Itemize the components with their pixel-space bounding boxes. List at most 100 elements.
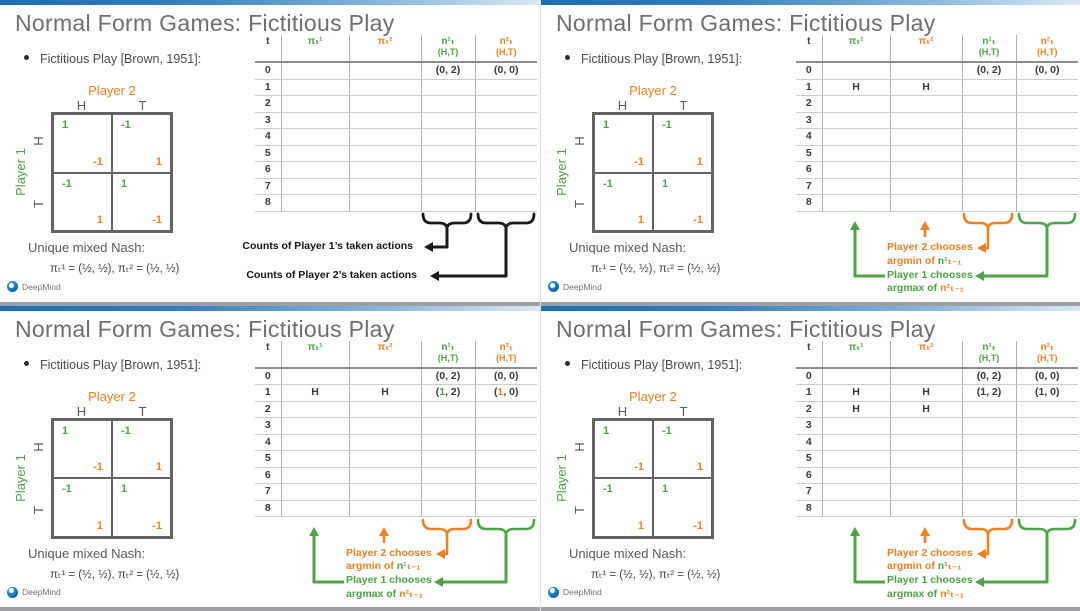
table-row: 3 (796, 112, 1078, 129)
table-header-subcell: (H,T) (437, 47, 459, 57)
matrix-col-label-t: T (679, 403, 688, 419)
text-segment: Player 2 chooses (887, 241, 973, 253)
table-header-subcell: (H,T) (978, 47, 1000, 57)
payoff-cell-ht: -1 1 (112, 419, 171, 478)
table-cell (474, 401, 537, 418)
table-cell: (0, 2) (420, 62, 475, 80)
table-cell: 4 (255, 434, 281, 451)
table-cell (280, 500, 349, 517)
table-header-subcell: (H,T) (978, 352, 1000, 363)
matrix-row-label-t: T (572, 200, 587, 208)
table-cell (280, 145, 349, 162)
table-cell (1015, 434, 1078, 451)
table-cell: 3 (796, 417, 822, 435)
payoff-cell-ht: -1 1 (112, 114, 171, 173)
payoff-p2: 1 (96, 519, 103, 532)
table-cell (348, 194, 421, 212)
table-row: 7 (255, 483, 537, 501)
table-cell (821, 62, 890, 80)
slide-title: Normal Form Games: Fictitious Play (15, 10, 395, 36)
payoff-p1: 1 (121, 177, 128, 190)
table-cell: (0, 0) (474, 62, 537, 80)
slide-bottom-bar (0, 607, 540, 611)
table-cell (420, 434, 475, 451)
table-row: 3 (255, 112, 537, 129)
table-cell (1015, 145, 1078, 162)
table-cell (1015, 112, 1078, 129)
payoff-p1: -1 (662, 119, 672, 131)
table-cell: 5 (796, 450, 822, 468)
payoff-p1: -1 (603, 483, 613, 495)
payoff-cell-th: -1 1 (594, 172, 653, 231)
nash-formula: πₜ¹ = (½, ½), πₜ² = (½, ½) (591, 568, 721, 581)
nash-formula: πₜ¹ = (½, ½), πₜ² = (½, ½) (50, 568, 180, 581)
table-cell: 7 (796, 178, 822, 195)
table-cell (961, 194, 1016, 212)
text-segment: n¹ (937, 560, 948, 573)
table-row: 1 H H (1, 2) (1, 0) (255, 384, 537, 402)
table-cell (1015, 417, 1078, 435)
text-segment: n²ₜ₋₁ (399, 587, 423, 600)
table-cell (348, 62, 421, 80)
bullet-text: Fictitious Play [Brown, 1951]: (40, 52, 202, 66)
table-cell (821, 434, 890, 451)
text-segment: n¹ (396, 560, 407, 573)
annotation-line: argmax of n²ₜ₋₁ (887, 588, 973, 602)
payoff-cell-ht: -1 1 (653, 419, 712, 478)
table-cell (961, 450, 1016, 468)
player2-label: Player 2 (88, 83, 136, 98)
table-cell: (1, 2) (961, 384, 1016, 402)
deepmind-logo-text: DeepMind (563, 281, 602, 292)
table-cell (474, 194, 537, 212)
table-cell (1015, 483, 1078, 501)
table-cell: 4 (796, 434, 822, 451)
matrix-row-label-h: H (572, 441, 587, 452)
player2-label: Player 2 (629, 83, 677, 98)
payoff-p1: -1 (62, 177, 72, 190)
text-segment: , 0) (503, 386, 519, 398)
table-cell: (1, 0) (474, 384, 537, 402)
annotation-line: Player 1 chooses (887, 269, 973, 283)
slide-title: Normal Form Games: Fictitious Play (15, 315, 395, 342)
table-header-cell: t (255, 35, 281, 63)
chooses-annotation: Player 2 chooses argmin of n¹ₜ₋₁ Player 1 … (346, 547, 432, 602)
table-cell (821, 194, 890, 212)
table-cell (420, 483, 475, 501)
table-cell: (0, 2) (961, 367, 1016, 385)
counts-label-player1: Counts of Player 1’s taken actions (242, 240, 413, 252)
payoff-p2: -1 (634, 461, 644, 473)
table-header-cell: πₜ¹ (280, 340, 349, 369)
table-cell: 6 (796, 161, 822, 179)
table-cell (420, 79, 475, 96)
payoff-p1: -1 (662, 424, 672, 437)
payoff-matrix: 1 -1 -1 1 -1 1 1 -1 (592, 112, 714, 233)
table-cell (821, 483, 890, 501)
payoff-p2: -1 (152, 214, 162, 226)
matrix-col-label-h: H (76, 403, 87, 419)
matrix-col-label-t: T (138, 98, 147, 113)
payoff-cell-hh: 1 -1 (53, 114, 112, 173)
table-cell (889, 112, 962, 129)
table-cell (1015, 401, 1078, 418)
slide-bottom-bar (541, 301, 1080, 306)
payoff-p1: -1 (62, 483, 72, 495)
deepmind-logo-icon (7, 281, 18, 292)
table-cell: 6 (796, 467, 822, 484)
table-row: 4 (255, 128, 537, 146)
table-header-row: t πₜ¹ πₜ² n¹ₜ (H,T) n²ₜ (H,T) (796, 35, 1078, 63)
table-cell (348, 483, 421, 501)
table-header-cell: πₜ² (889, 35, 962, 63)
table-cell (961, 161, 1016, 179)
table-cell (821, 417, 890, 435)
payoff-p2: -1 (93, 461, 103, 473)
table-cell (348, 178, 421, 195)
nash-formula: πₜ¹ = (½, ½), πₜ² = (½, ½) (591, 263, 721, 275)
slide-title: Normal Form Games: Fictitious Play (556, 10, 936, 36)
payoff-cell-tt: 1 -1 (112, 172, 171, 231)
table-header-row: t πₜ¹ πₜ² n¹ₜ (H,T) n²ₜ (H,T) (255, 340, 537, 369)
matrix-col-label-t: T (679, 98, 688, 113)
text-segment: Player 1 chooses (887, 268, 973, 281)
table-cell (474, 434, 537, 451)
text-segment: argmax of (346, 587, 400, 600)
